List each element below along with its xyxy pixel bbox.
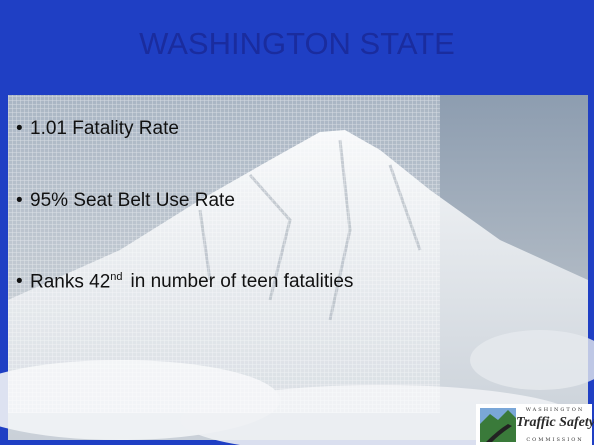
logo-name: Traffic Safety — [516, 415, 594, 430]
cloud — [470, 330, 594, 390]
text-panel — [8, 95, 440, 413]
logo-top: WASHINGTON — [525, 407, 585, 413]
bullet: Ranks 42nd in number of teen fatalities — [16, 271, 354, 293]
grid-overlay — [8, 95, 440, 413]
title-bar — [0, 0, 594, 95]
logo: WASHINGTON Traffic Safety COMMISSION — [476, 404, 594, 445]
logo-icon — [480, 408, 516, 442]
superscript: nd — [110, 271, 123, 283]
slide-title: WASHINGTON STATE — [139, 26, 455, 61]
bullet: 95% Seat Belt Use Rate — [16, 190, 235, 212]
bullet-text: in number of teen fatalities — [130, 271, 354, 293]
logo-bottom: COMMISSION — [526, 437, 584, 443]
bullet: 1.01 Fatality Rate — [16, 118, 179, 140]
bullet-text: Ranks 42 — [30, 271, 111, 293]
